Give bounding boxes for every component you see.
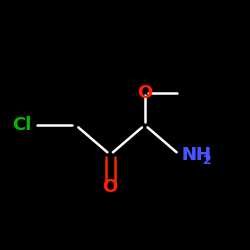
Text: NH: NH xyxy=(182,146,212,164)
Text: 2: 2 xyxy=(203,154,211,167)
Text: NH: NH xyxy=(182,146,212,164)
Text: O: O xyxy=(137,84,152,102)
Text: O: O xyxy=(102,178,118,196)
Text: Cl: Cl xyxy=(12,116,31,134)
